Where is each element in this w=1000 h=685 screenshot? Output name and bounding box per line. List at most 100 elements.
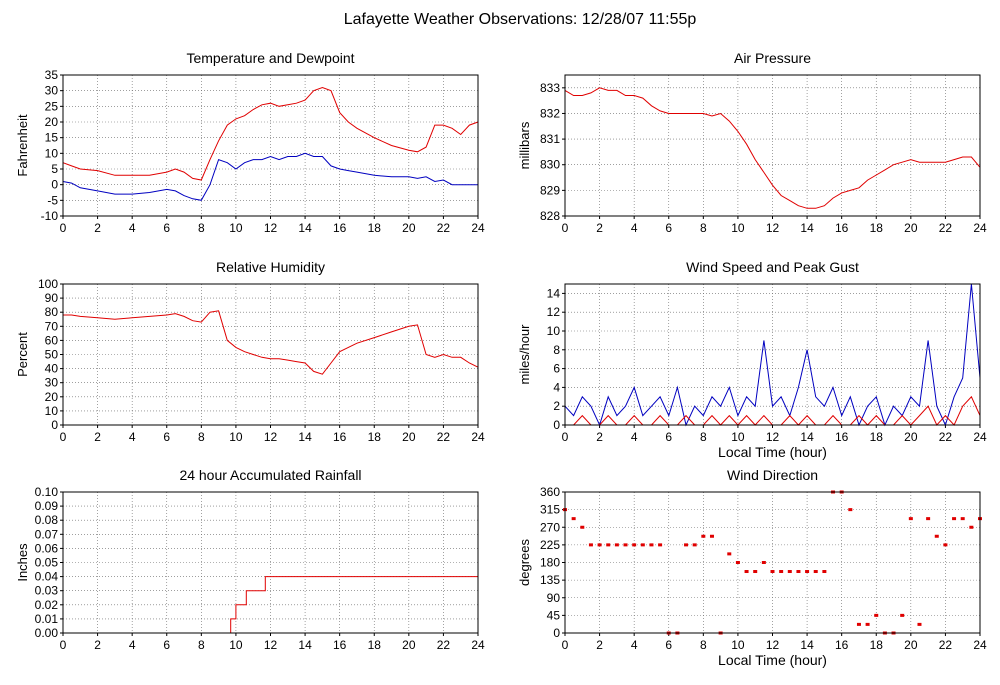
wind-xtick-label: 2 [596,430,603,444]
temp-title: Temperature and Dewpoint [186,50,354,66]
direction-xtick-label: 2 [596,638,603,652]
direction-ytick-label: 90 [547,591,561,605]
humidity-ytick-label: 30 [45,376,59,390]
humidity-xtick-label: 0 [60,430,67,444]
temp-ytick-label: -5 [47,193,58,207]
direction-point [744,570,749,574]
wind-xtick-label: 14 [800,430,814,444]
pressure-xtick-label: 14 [800,221,814,235]
temp-ytick-label: -10 [41,209,59,223]
temp-xtick-label: 22 [437,221,451,235]
direction-point [623,543,628,547]
rain-ytick-label: 0.04 [35,570,59,584]
direction-point [640,543,645,547]
rain-ytick-label: 0.01 [35,612,59,626]
pressure-ytick-label: 832 [540,106,560,120]
temp-ytick-label: 10 [45,146,59,160]
direction-point [606,543,611,547]
rain-xtick-label: 22 [437,638,451,652]
direction-xtick-label: 10 [731,638,745,652]
humidity-series-line-0 [63,310,479,375]
rain-ytick-label: 0.09 [35,499,59,513]
direction-point [917,622,922,626]
humidity-xtick-label: 18 [368,430,382,444]
direction-point [753,570,758,574]
pressure-title: Air Pressure [734,50,811,66]
rain-xtick-label: 24 [471,638,485,652]
humidity-xtick-label: 22 [437,430,451,444]
humidity-plot-frame [62,283,479,426]
pressure-xtick-label: 24 [973,221,987,235]
direction-point [761,561,766,564]
rain-ytick-label: 0.03 [35,584,59,598]
rain-xtick-label: 10 [229,638,243,652]
wind-ytick-label: 8 [553,343,560,357]
direction-xtick-label: 4 [631,638,638,652]
rain-ytick-label: 0.10 [35,485,59,499]
direction-point [709,534,714,538]
rain-ytick-label: 0.05 [35,556,59,570]
humidity-ylabel: Percent [15,332,30,377]
direction-xtick-label: 8 [700,638,707,652]
temp-xtick-label: 0 [60,221,67,235]
direction-xtick-label: 14 [800,638,814,652]
rain-ylabel: Inches [15,543,30,582]
humidity-ytick-label: 70 [45,319,59,333]
humidity-xtick-label: 6 [163,430,170,444]
page-title: Lafayette Weather Observations: 12/28/07… [344,11,697,28]
direction-point [787,570,792,574]
wind-ytick-label: 4 [553,380,560,394]
direction-point [580,525,585,529]
wind-ytick-label: 2 [553,399,560,413]
pressure-xtick-label: 16 [835,221,849,235]
direction-ytick-label: 360 [540,485,560,499]
direction-ytick-label: 225 [540,538,560,552]
wind-xtick-label: 6 [665,430,672,444]
wind-plot-frame [564,283,981,426]
pressure-plot-frame [564,74,981,217]
temp-xtick-label: 10 [229,221,243,235]
rain-ytick-label: 0.07 [35,527,59,541]
wind-xtick-label: 4 [631,430,638,444]
rain-xtick-label: 18 [368,638,382,652]
direction-xtick-label: 20 [904,638,918,652]
rain-xtick-label: 6 [163,638,170,652]
temp-ytick-label: 35 [45,68,59,82]
wind-series-line-0 [564,283,981,427]
wind-xtick-label: 12 [766,430,780,444]
direction-point [943,543,948,547]
wind-xtick-label: 16 [835,430,849,444]
humidity-xtick-label: 20 [402,430,416,444]
pressure-xtick-label: 8 [700,221,707,235]
pressure-xtick-label: 12 [766,221,780,235]
temp-ylabel: Fahrenheit [15,114,30,177]
temp-series-line-0 [62,86,479,181]
pressure-ytick-label: 830 [540,158,560,172]
temp-xtick-label: 24 [471,221,485,235]
rain-xtick-label: 20 [402,638,416,652]
wind-xlabel: Local Time (hour) [718,444,827,460]
humidity-title: Relative Humidity [216,259,325,275]
direction-xlabel: Local Time (hour) [718,652,827,668]
direction-xtick-label: 16 [835,638,849,652]
temp-ytick-label: 5 [51,162,58,176]
temp-xtick-label: 12 [264,221,278,235]
rain-xtick-label: 2 [94,638,101,652]
rain-plot-frame [62,491,479,634]
direction-xtick-label: 22 [939,638,953,652]
temp-ytick-label: 0 [51,178,58,192]
direction-point [960,517,965,521]
direction-point [796,570,801,574]
pressure-xtick-label: 4 [631,221,638,235]
direction-title: Wind Direction [727,467,818,483]
temp-ytick-label: 15 [45,131,59,145]
wind-xtick-label: 10 [731,430,745,444]
temp-xtick-label: 4 [129,221,136,235]
humidity-ytick-label: 50 [45,348,59,362]
pressure-xtick-label: 20 [904,221,918,235]
